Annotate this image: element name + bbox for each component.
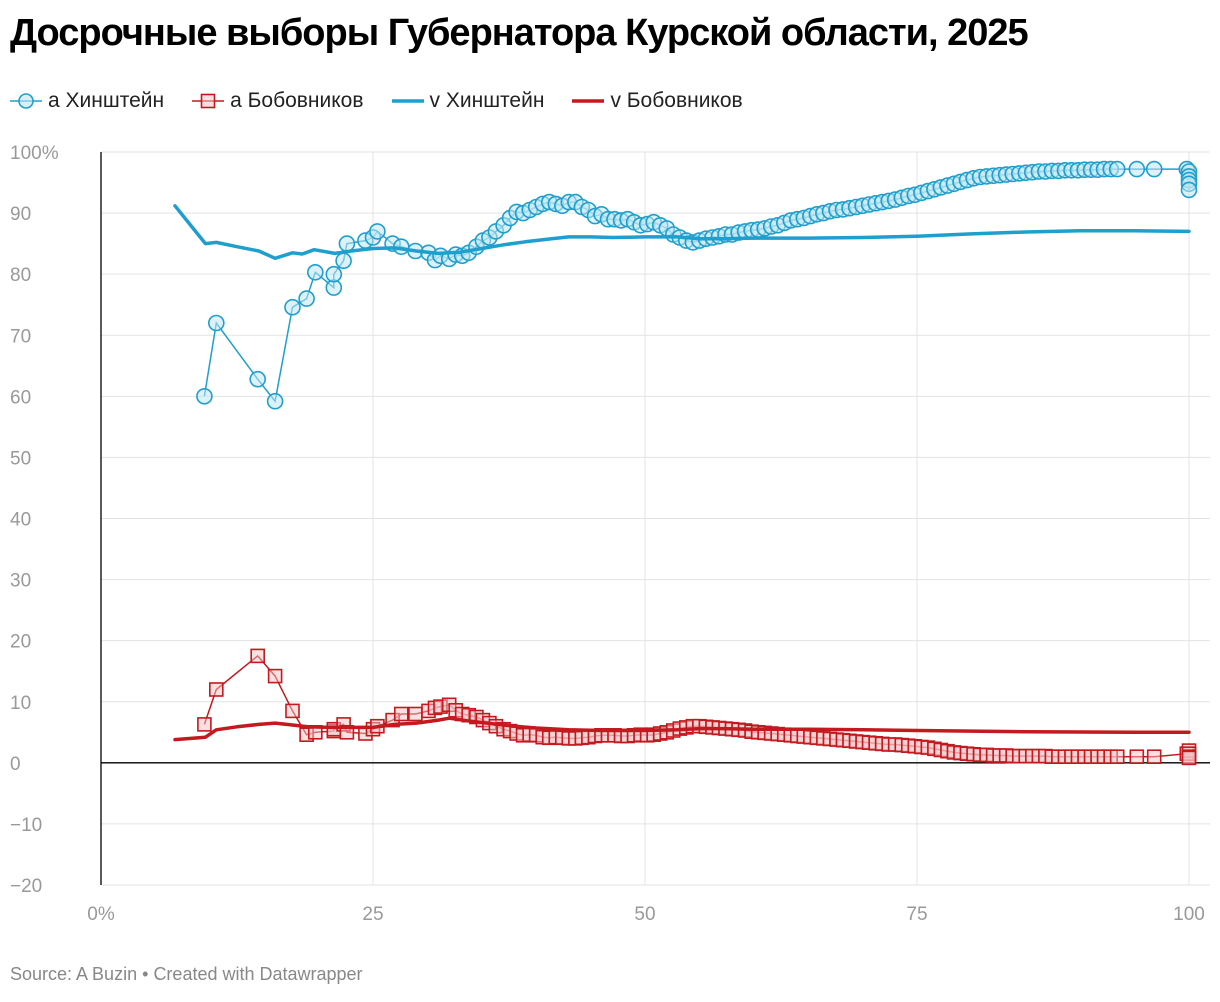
data-point-circle (1180, 181, 1198, 199)
legend-circle-marker-icon (10, 93, 42, 109)
footer-credit: Created with Datawrapper (153, 964, 363, 984)
data-point-circle (298, 290, 315, 307)
x-tick-label: 100 (1173, 904, 1205, 920)
data-point-square (393, 706, 409, 722)
x-tick-label: 50 (634, 904, 655, 920)
footer-separator: • (142, 964, 149, 984)
legend-item-v-bobovnikov: v Бобовников (572, 89, 743, 113)
data-point-circle (325, 265, 343, 283)
data-point-square (250, 648, 265, 664)
legend-line-icon (572, 99, 605, 103)
data-point-square (1146, 749, 1162, 765)
legend: a Хинштейн a Бобовников v Хинштейн v Боб… (10, 86, 771, 116)
legend-item-a-khinshtein: a Хинштейн (10, 89, 164, 113)
data-point-circle (1145, 160, 1163, 178)
data-point-square (1109, 749, 1125, 765)
y-tick-label: 20 (10, 632, 31, 653)
data-point-circle (335, 252, 352, 269)
data-point-circle (369, 223, 386, 240)
data-point-square (209, 682, 224, 697)
footer: Source: A Buzin • Created with Datawrapp… (10, 964, 363, 985)
y-tick-label: 0 (10, 754, 21, 775)
legend-label: v Хинштейн (429, 89, 545, 112)
y-tick-label: 70 (10, 326, 31, 347)
legend-label: a Бобовников (230, 89, 364, 112)
data-point-square (267, 668, 283, 684)
data-point-square (1129, 749, 1145, 765)
legend-square-marker-icon (192, 93, 225, 109)
data-point-circle (338, 235, 356, 252)
y-tick-label: −10 (10, 815, 42, 836)
data-point-circle (249, 370, 267, 388)
data-point-square (1181, 750, 1197, 766)
x-tick-label: 75 (906, 904, 927, 920)
y-tick-label: 30 (10, 571, 31, 592)
footer-source: Source: A Buzin (10, 964, 138, 984)
legend-line-icon (391, 99, 424, 103)
x-tick-label: 0% (87, 904, 115, 920)
y-tick-label: 80 (10, 265, 31, 286)
data-point-circle (208, 314, 225, 332)
data-point-circle (1108, 160, 1126, 178)
y-tick-label: 90 (10, 204, 31, 225)
series-connector-line (203, 168, 1190, 403)
legend-label: a Хинштейн (48, 89, 165, 112)
data-point-circle (1128, 160, 1146, 178)
chart-title: Досрочные выборы Губернатора Курской обл… (10, 12, 1029, 54)
series-connector-line (203, 654, 1190, 758)
y-tick-label: −20 (10, 876, 42, 897)
data-point-square (197, 717, 212, 732)
data-point-square (285, 703, 300, 719)
data-point-square (408, 706, 423, 722)
data-point-circle (196, 387, 213, 405)
data-point-circle (306, 264, 324, 281)
line-v-bobovnikov (173, 716, 1191, 742)
y-tick-label: 40 (10, 510, 31, 531)
y-tick-label: 50 (10, 448, 31, 469)
y-tick-label: 60 (10, 387, 31, 408)
data-point-circle (284, 298, 301, 316)
y-tick-label: 10 (10, 693, 31, 714)
series-a-bobovnikov (197, 648, 1197, 766)
x-tick-label: 25 (362, 904, 383, 920)
y-tick-label: 100% (10, 143, 59, 164)
legend-item-v-khinshtein: v Хинштейн (391, 89, 545, 113)
legend-label: v Бобовников (610, 89, 743, 112)
legend-item-a-bobovnikov: a Бобовников (192, 89, 364, 113)
series-a-khinshtein (196, 160, 1198, 410)
line-v-khinshtein (173, 204, 1191, 261)
data-point-circle (266, 392, 284, 410)
